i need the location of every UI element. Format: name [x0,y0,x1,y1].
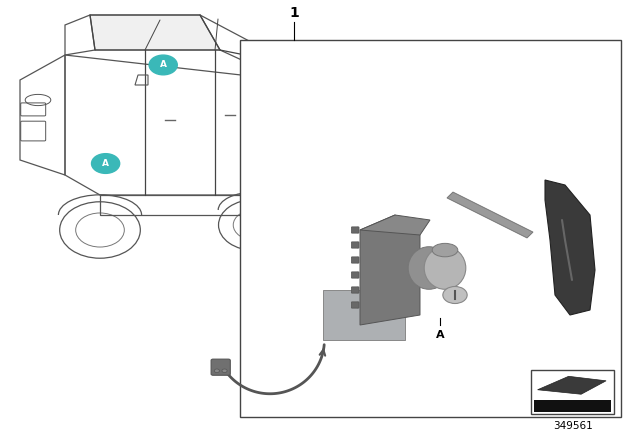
Ellipse shape [432,243,458,257]
Circle shape [222,369,227,373]
Text: A: A [160,60,166,69]
FancyBboxPatch shape [351,242,359,248]
Text: A: A [102,159,109,168]
Polygon shape [360,215,430,235]
Circle shape [149,55,177,75]
Text: 349561: 349561 [553,421,593,431]
Text: A: A [436,330,444,340]
Bar [531,370,614,414]
FancyBboxPatch shape [211,359,230,375]
FancyBboxPatch shape [351,227,359,233]
Circle shape [92,154,120,173]
Text: 1: 1 [289,6,300,20]
Bar [534,400,611,412]
Circle shape [214,369,220,373]
Ellipse shape [408,247,450,289]
Polygon shape [447,192,533,238]
Polygon shape [545,180,595,315]
FancyBboxPatch shape [351,272,359,278]
Bar [240,40,621,417]
FancyBboxPatch shape [351,257,359,263]
Polygon shape [360,215,420,325]
Bar [323,290,405,340]
Ellipse shape [443,286,467,303]
Polygon shape [538,376,606,394]
Polygon shape [90,15,220,50]
FancyBboxPatch shape [351,287,359,293]
FancyBboxPatch shape [351,302,359,308]
Ellipse shape [424,247,466,289]
